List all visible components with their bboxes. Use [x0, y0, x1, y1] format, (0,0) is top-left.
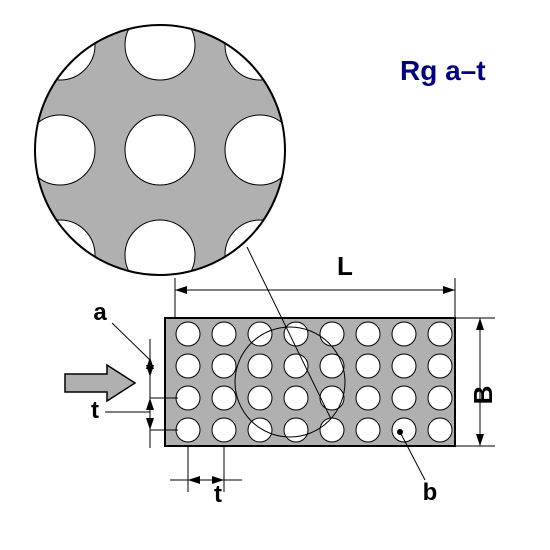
sheet-hole — [248, 354, 272, 378]
sheet-hole — [284, 418, 308, 442]
sheet-hole — [392, 322, 416, 346]
sheet-hole — [320, 322, 344, 346]
direction-arrow — [65, 365, 135, 401]
sheet-hole — [428, 386, 452, 410]
sheet-hole — [392, 418, 416, 442]
sheet-hole — [212, 354, 236, 378]
sheet-hole — [176, 322, 200, 346]
sheet-hole — [320, 354, 344, 378]
sheet-hole — [428, 354, 452, 378]
sheet-hole — [284, 386, 308, 410]
sheet-hole — [320, 418, 344, 442]
dim-t-v-label: t — [91, 397, 99, 424]
sheet-hole — [284, 354, 308, 378]
sheet-hole — [356, 418, 380, 442]
sheet-hole — [320, 386, 344, 410]
sheet-hole — [176, 418, 200, 442]
magnifier-view — [25, 10, 295, 290]
sheet-hole — [392, 354, 416, 378]
sheet-hole — [356, 322, 380, 346]
diagram-title: Rg a–t — [400, 55, 486, 86]
dim-t-h-label: t — [214, 481, 222, 508]
dim-L-label: L — [337, 251, 353, 281]
dim-a-label: a — [93, 299, 107, 326]
sheet-hole — [428, 418, 452, 442]
sheet-hole — [212, 418, 236, 442]
sheet-hole — [212, 322, 236, 346]
sheet-hole — [356, 354, 380, 378]
sheet-hole — [392, 386, 416, 410]
dim-B-label: B — [468, 386, 498, 405]
sheet-hole — [248, 386, 272, 410]
sheet-hole — [212, 386, 236, 410]
dim-b-label: b — [423, 479, 438, 506]
sheet-hole — [176, 354, 200, 378]
sheet-hole — [356, 386, 380, 410]
sheet-hole — [428, 322, 452, 346]
sheet-hole — [176, 386, 200, 410]
sheet-hole — [284, 322, 308, 346]
